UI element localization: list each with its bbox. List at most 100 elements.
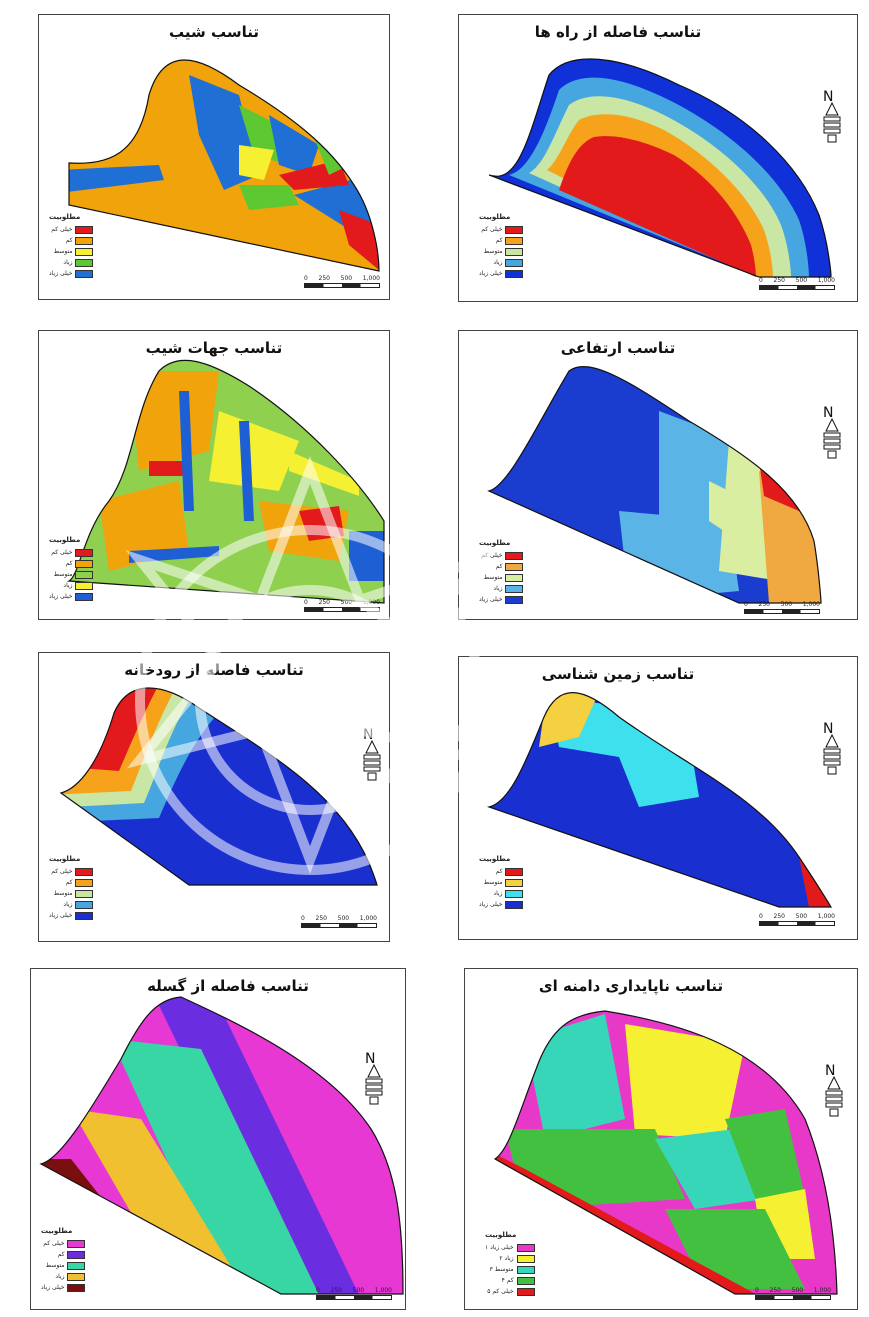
legend-item: متوسط — [49, 888, 94, 899]
legend-title: مطلوبیت — [49, 855, 81, 863]
north-arrow-icon: N — [817, 87, 847, 143]
legend-label: خیلی کم — [51, 549, 73, 556]
legend-swatch — [505, 900, 524, 909]
scale-tick: 0 — [759, 277, 763, 284]
map-title: تناسب ناپایداری دامنه ای — [538, 977, 724, 995]
legend-label: خیلی زیاد — [479, 270, 503, 277]
legend-title: مطلوبیت — [479, 539, 511, 547]
slope-stability-map — [493, 1010, 838, 1295]
scale-bar-graphic — [316, 1295, 392, 1300]
legend-item: کم — [479, 866, 524, 877]
north-arrow-icon: N — [817, 719, 847, 775]
scale-bar: 0 250 500 1,000 — [759, 277, 835, 290]
legend-item: کم — [49, 235, 94, 246]
legend-item: خیلی کم — [479, 550, 524, 561]
scale-tick: 0 — [304, 275, 308, 282]
scale-tick: 500 — [352, 1287, 365, 1294]
map-title: تناسب فاصله از گسله — [147, 977, 309, 995]
legend-swatch — [516, 1287, 535, 1296]
elevation-map — [487, 366, 822, 604]
legend-label: کم ۴ — [501, 1277, 514, 1284]
map-legend: مطلوبیت خیلی کم کم متوسط زیاد خیلی زیاد — [49, 855, 94, 921]
scale-tick: 500 — [791, 1287, 804, 1294]
legend-swatch — [505, 258, 524, 267]
legend-item: متوسط — [41, 1260, 86, 1271]
legend-item: متوسط — [479, 877, 524, 888]
legend-label: خیلی زیاد — [49, 593, 73, 600]
legend-swatch — [505, 551, 524, 560]
scale-tick: 1,000 — [802, 601, 820, 608]
scale-bar-graphic — [744, 609, 820, 614]
north-arrow-icon: N — [819, 1061, 849, 1117]
legend-item: خیلی کم — [49, 547, 94, 558]
scale-bar: 0 250 500 1,000 — [301, 915, 377, 928]
legend-label: کم — [495, 563, 503, 570]
legend-swatch — [505, 867, 524, 876]
legend-title: مطلوبیت — [485, 1231, 517, 1239]
legend-title: مطلوبیت — [479, 213, 511, 221]
scale-bar: 0 250 500 1,000 — [759, 913, 835, 926]
legend-item: زیاد — [479, 583, 524, 594]
legend-swatch — [75, 559, 94, 568]
legend-label: کم — [65, 237, 73, 244]
legend-swatch — [516, 1243, 535, 1252]
legend-item: کم — [49, 558, 94, 569]
map-panel-elevation: تناسب ارتفاعی N مطلوبیت خیلی کم کم متوسط… — [458, 330, 858, 620]
legend-item: خیلی زیاد — [479, 268, 524, 279]
legend-label: زیاد — [63, 582, 73, 589]
legend-label: خیلی زیاد — [479, 596, 503, 603]
scale-tick: 1,000 — [359, 915, 377, 922]
scale-tick: 500 — [337, 915, 350, 922]
legend-swatch — [75, 548, 94, 557]
legend-swatch — [505, 573, 524, 582]
scale-tick: 1,000 — [817, 913, 835, 920]
legend-label: زیاد — [493, 259, 503, 266]
legend-label: متوسط — [483, 574, 503, 581]
legend-label: کم — [65, 879, 73, 886]
legend-item: خیلی کم — [41, 1238, 86, 1249]
legend-item: زیاد ۲ — [485, 1253, 535, 1264]
legend-label: متوسط ۳ — [489, 1266, 514, 1273]
legend-label: خیلی کم — [51, 868, 73, 875]
legend-swatch — [75, 592, 94, 601]
legend-swatch — [516, 1254, 535, 1263]
map-legend: مطلوبیت خیلی زیاد ۱ زیاد ۲ متوسط ۳ کم ۴ … — [485, 1231, 535, 1297]
legend-swatch — [505, 889, 524, 898]
legend-swatch — [75, 225, 94, 234]
legend-label: زیاد — [63, 901, 73, 908]
legend-label: متوسط — [483, 248, 503, 255]
map-panel-slope-stability: تناسب ناپایداری دامنه ای N مطلوبیت خیلی … — [464, 968, 858, 1310]
legend-label: خیلی کم ۵ — [487, 1288, 514, 1295]
scale-tick: 0 — [759, 913, 763, 920]
legend-swatch — [75, 911, 94, 920]
legend-item: زیاد — [479, 257, 524, 268]
legend-label: کم — [57, 1251, 65, 1258]
legend-label: خیلی زیاد — [479, 901, 503, 908]
scale-tick: 1,000 — [813, 1287, 831, 1294]
legend-label: کم — [495, 237, 503, 244]
scale-bar-graphic — [301, 923, 377, 928]
map-legend: مطلوبیت کم متوسط زیاد خیلی زیاد — [479, 855, 524, 910]
legend-item: خیلی زیاد — [49, 910, 94, 921]
legend-item: زیاد — [49, 580, 94, 591]
map-panel-geology: تناسب زمین شناسی N مطلوبیت کم متوسط زیاد… — [458, 656, 858, 940]
scale-tick: 500 — [795, 913, 808, 920]
legend-label: خیلی کم — [481, 226, 503, 233]
legend-label: خیلی کم — [43, 1240, 65, 1247]
legend-item: متوسط — [479, 572, 524, 583]
legend-swatch — [75, 258, 94, 267]
legend-item: خیلی زیاد — [49, 268, 94, 279]
legend-swatch — [67, 1261, 86, 1270]
map-panel-river-distance: تناسب فاصله از رودخانه N مطلوبیت خیلی کم… — [38, 652, 390, 942]
legend-label: متوسط — [45, 1262, 65, 1269]
scale-bar-graphic — [759, 921, 835, 926]
legend-label: خیلی زیاد — [49, 270, 73, 277]
legend-label: زیاد — [55, 1273, 65, 1280]
svg-text:N: N — [823, 405, 833, 421]
legend-label: خیلی زیاد — [49, 912, 73, 919]
map-legend: مطلوبیت خیلی کم کم متوسط زیاد خیلی زیاد — [479, 539, 524, 605]
map-title: تناسب شیب — [169, 23, 259, 41]
scale-bar: 0 250 500 1,000 — [755, 1287, 831, 1300]
legend-item: کم ۴ — [485, 1275, 535, 1286]
scale-tick: 250 — [315, 915, 327, 922]
